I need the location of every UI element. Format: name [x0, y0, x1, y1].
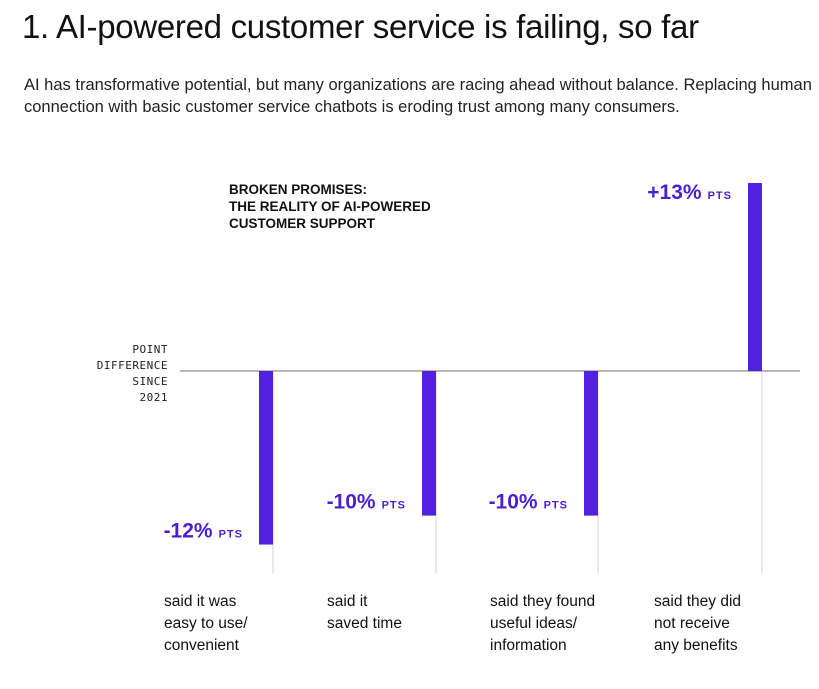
category-label: said it	[327, 593, 368, 610]
category-label: said they found	[490, 593, 595, 610]
category-label: easy to use/	[164, 615, 248, 632]
bar	[748, 183, 762, 371]
bar	[259, 371, 273, 545]
category-label: any benefits	[654, 637, 738, 654]
chart-title: THE REALITY OF AI-POWERED	[229, 199, 431, 214]
value-label: -10% PTS	[489, 491, 568, 514]
category-label: not receive	[654, 615, 730, 632]
chart-title: CUSTOMER SUPPORT	[229, 216, 376, 231]
value-label: +13% PTS	[647, 181, 732, 204]
category-label: useful ideas/	[490, 615, 578, 632]
y-axis-label: 2021	[140, 391, 169, 404]
y-axis-label: DIFFERENCE	[97, 359, 168, 372]
y-axis-label: POINT	[132, 343, 168, 356]
page-title: 1. AI-powered customer service is failin…	[22, 8, 699, 45]
category-label: said they did	[654, 593, 741, 610]
value-label: -12% PTS	[164, 520, 243, 543]
chart-title: BROKEN PROMISES:	[229, 182, 367, 197]
category-label: said it was	[164, 593, 237, 610]
bar	[584, 371, 598, 516]
category-label: information	[490, 637, 567, 654]
category-label: saved time	[327, 615, 402, 632]
value-label: -10% PTS	[327, 491, 406, 514]
category-label: convenient	[164, 637, 240, 654]
intro-paragraph: AI has transformative potential, but man…	[24, 76, 812, 116]
y-axis-label: SINCE	[132, 375, 168, 388]
bar	[422, 371, 436, 516]
